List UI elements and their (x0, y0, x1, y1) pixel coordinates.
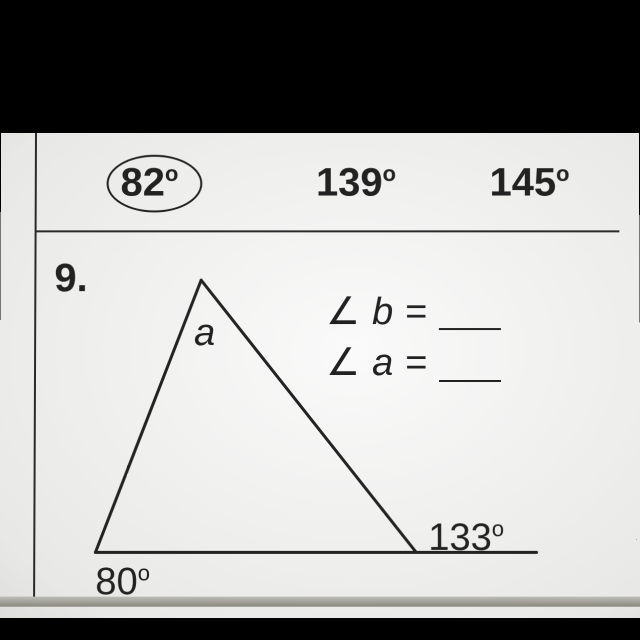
letterbox-bottom (0, 618, 640, 640)
option-82: 82o (120, 161, 178, 206)
label-apex-a: a (194, 312, 215, 355)
option-139: 139o (316, 161, 396, 206)
answer-options-row: 82o 139o 145o (35, 133, 620, 232)
option-145: 145o (489, 161, 569, 206)
triangle-diagram: a 80o 133o (65, 262, 506, 592)
worksheet-paper: 82o 139o 145o 9. ∠b = ∠a = a 80o 133o (0, 133, 640, 619)
problem-9-box: 9. ∠b = ∠a = a 80o 133o (33, 232, 621, 600)
page-edge-shadow (0, 597, 640, 607)
letterbox-top (0, 0, 640, 132)
label-133: 133o (428, 516, 504, 560)
